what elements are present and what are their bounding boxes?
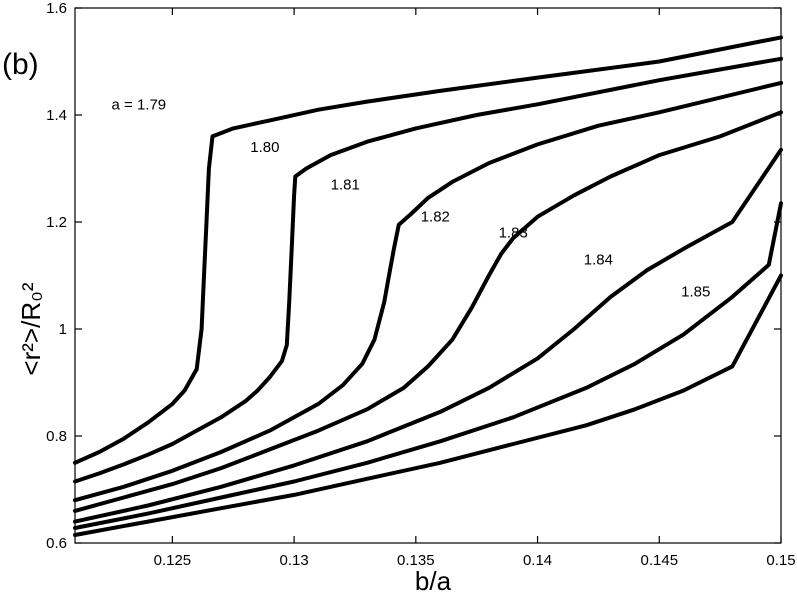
series-line [73,201,783,530]
plot-frame [74,7,782,544]
series-line [73,35,783,465]
series-label: a = 1.79 [112,96,167,113]
series-line [73,273,783,537]
series-label: 1.82 [421,209,450,226]
y-axis-label: <r²>/R₀² [16,282,46,375]
x-tick-label: 0.15 [766,552,795,569]
series-line [73,147,783,524]
series-line [73,80,783,503]
series-label: 1.85 [681,284,710,301]
curve-labels: a = 1.79 1.80 1.81 1.82 1.83 1.84 1.85 [112,96,711,300]
x-tick-label: 0.135 [397,552,435,569]
panel-label: (b) [2,48,39,81]
x-axis: 0.125 0.13 0.135 0.14 0.145 0.15 [154,8,796,569]
curves [73,35,783,537]
x-tick-label: 0.13 [280,552,309,569]
y-tick-label: 1 [59,321,67,338]
series-line [73,56,783,484]
y-axis: 0.6 0.8 1 1.2 1.4 1.6 [46,0,781,552]
x-tick-label: 0.14 [523,552,552,569]
y-tick-label: 1.2 [46,214,67,231]
series-label: 1.84 [584,251,613,268]
y-tick-label: 1.4 [46,107,67,124]
y-tick-label: 0.8 [46,428,67,445]
y-tick-label: 1.6 [46,0,67,17]
x-tick-label: 0.145 [641,552,679,569]
x-tick-label: 0.125 [154,552,192,569]
series-label: 1.80 [250,139,279,156]
series-line [73,110,783,513]
y-tick-label: 0.6 [46,535,67,552]
series-label: 1.83 [499,225,528,242]
series-label: 1.81 [331,177,360,194]
x-axis-label: b/a [415,566,452,596]
